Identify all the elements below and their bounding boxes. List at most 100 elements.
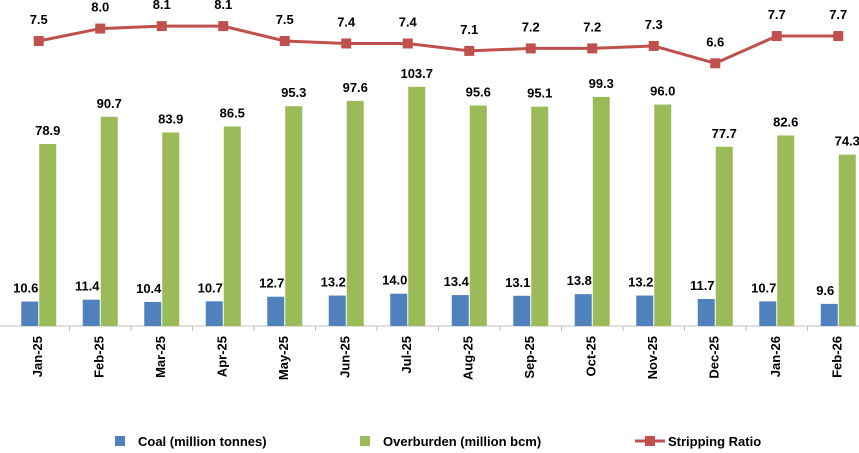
bar <box>654 104 672 327</box>
data-label: 13.2 <box>628 275 653 290</box>
data-label: 7.2 <box>583 19 601 34</box>
bar <box>328 295 346 326</box>
bar <box>820 303 838 326</box>
data-label: 97.6 <box>343 80 368 95</box>
line-marker <box>464 45 475 56</box>
line-marker <box>341 38 352 49</box>
x-tick-label: Oct-25 <box>584 336 599 376</box>
x-tick-label: Apr-25 <box>215 336 230 377</box>
data-label: 8.1 <box>214 0 232 12</box>
data-label: 78.9 <box>35 123 60 138</box>
data-label: 13.2 <box>321 275 346 290</box>
data-label: 7.7 <box>768 7 786 22</box>
line-marker <box>156 21 167 32</box>
bar <box>144 302 162 326</box>
line-marker <box>525 43 536 54</box>
data-label: 74.3 <box>835 134 859 149</box>
legend-swatch <box>645 436 655 446</box>
line-marker <box>587 43 598 54</box>
data-label: 103.7 <box>400 66 433 81</box>
bar <box>697 299 715 326</box>
bar <box>531 106 549 326</box>
legend-swatch <box>115 436 125 446</box>
bar <box>223 126 241 326</box>
x-tick-label: Nov-25 <box>645 336 660 379</box>
data-label: 95.3 <box>281 85 306 100</box>
data-label: 95.1 <box>527 86 552 101</box>
data-label: 7.1 <box>460 22 478 37</box>
data-label: 96.0 <box>650 84 675 99</box>
line-marker <box>771 31 782 42</box>
x-tick-label: Mar-25 <box>153 336 168 378</box>
data-label: 8.0 <box>91 0 109 15</box>
bar <box>267 296 285 326</box>
data-label: 77.7 <box>712 126 737 141</box>
bar <box>408 86 426 326</box>
data-label: 86.5 <box>220 105 245 120</box>
bar <box>592 96 610 326</box>
data-label: 10.7 <box>751 280 776 295</box>
data-label: 13.1 <box>505 275 530 290</box>
x-tick-label: Sep-25 <box>522 336 537 379</box>
x-tick-label: Aug-25 <box>461 336 476 380</box>
data-label: 7.4 <box>399 14 418 29</box>
bar <box>162 132 180 326</box>
legend-label: Overburden (million bcm) <box>383 434 541 449</box>
data-label: 9.6 <box>816 283 834 298</box>
bar <box>390 293 408 326</box>
data-label: 10.7 <box>198 280 223 295</box>
data-label: 10.4 <box>136 281 162 296</box>
bar <box>346 100 364 326</box>
legend-label: Stripping Ratio <box>668 434 761 449</box>
line-marker <box>279 35 290 46</box>
bar <box>469 105 487 326</box>
bar <box>574 294 592 326</box>
data-label: 7.5 <box>276 12 294 27</box>
line-marker <box>33 35 44 46</box>
legend-label: Coal (million tonnes) <box>138 434 267 449</box>
data-label: 13.4 <box>444 274 470 289</box>
bar <box>285 106 303 326</box>
bar <box>715 146 733 326</box>
bar <box>100 116 118 326</box>
x-tick-label: May-25 <box>276 336 291 380</box>
line-marker <box>402 38 413 49</box>
bar <box>636 295 654 326</box>
legend-swatch <box>360 436 370 446</box>
x-tick-label: Jan-25 <box>30 336 45 377</box>
line-marker <box>710 58 721 69</box>
data-label: 13.8 <box>567 273 592 288</box>
bar <box>21 301 39 326</box>
data-label: 6.6 <box>706 34 724 49</box>
line <box>38 24 839 65</box>
line-marker <box>95 23 106 34</box>
data-label: 7.2 <box>522 19 540 34</box>
data-label: 90.7 <box>97 96 122 111</box>
data-label: 7.4 <box>337 14 356 29</box>
x-tick-label: Jun-25 <box>338 336 353 378</box>
data-label: 8.1 <box>153 0 171 12</box>
line-marker <box>218 21 229 32</box>
data-label: 11.7 <box>690 278 715 293</box>
data-label: 82.6 <box>773 114 798 129</box>
bar <box>82 299 100 326</box>
x-tick-label: Jan-26 <box>768 336 783 377</box>
data-label: 14.0 <box>382 273 407 288</box>
data-label: 12.7 <box>259 276 284 291</box>
data-label: 7.5 <box>30 12 48 27</box>
x-tick-label: Feb-26 <box>830 336 845 378</box>
bar <box>205 301 223 326</box>
line-marker <box>648 40 659 51</box>
data-label: 7.7 <box>829 7 847 22</box>
data-label: 99.3 <box>589 76 614 91</box>
data-label: 7.3 <box>645 17 663 32</box>
bar <box>759 301 777 326</box>
bar <box>451 295 469 326</box>
data-label: 95.6 <box>466 84 491 99</box>
data-label: 83.9 <box>158 111 183 126</box>
data-label: 10.6 <box>13 281 38 296</box>
line-marker <box>833 31 844 42</box>
data-label: 11.4 <box>75 279 100 294</box>
bar <box>39 144 57 326</box>
